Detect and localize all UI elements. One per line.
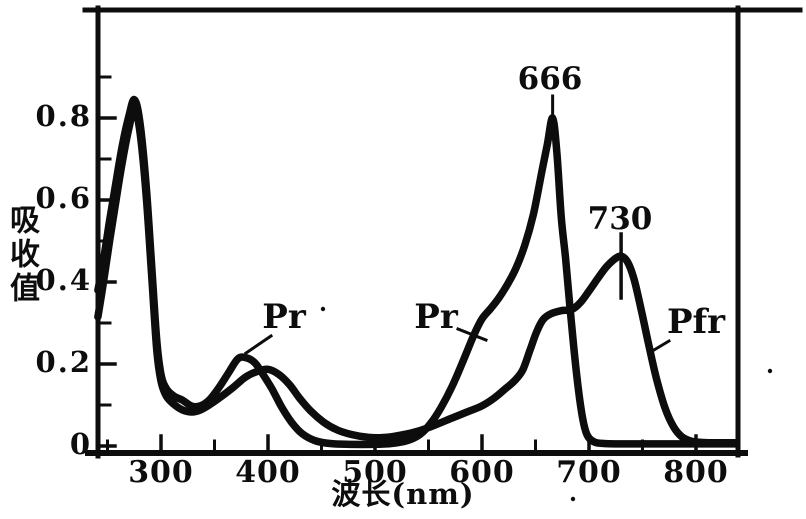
x-tick-label: 500 [342,455,408,490]
pfr-leader-line [646,338,672,356]
x-axis-title: 波长(nm) [331,477,475,511]
scan-speck [570,496,576,502]
y-axis-title: 吸收值 [4,204,39,306]
peak-label-666: 666 [517,61,583,97]
y-tick-label: 0.8 [35,99,92,133]
y-tick-label: 0.6 [35,181,92,215]
pr-red-leader-line [456,327,488,342]
x-tick-label: 700 [556,455,622,490]
y-tick-label: 0.2 [35,345,92,379]
pfr-curve [94,105,741,447]
series-label-pfr: Pfr [666,302,726,342]
scan-speck [320,306,326,312]
x-tick-label: 600 [449,455,515,490]
scan-speck [767,368,773,374]
series-label-pr-red: Pr [414,297,458,337]
x-tick-label: 300 [128,455,194,490]
pr-blue-leader-line [243,333,274,356]
y-tick-label: 0.4 [35,263,92,297]
series-label-pr-blue: Pr [262,297,306,337]
y-tick-label: 0 [69,427,92,461]
x-tick-label: 800 [663,455,729,490]
peak-label-730: 730 [587,201,653,237]
pr-curve [94,95,741,449]
x-tick-label: 400 [235,455,301,490]
